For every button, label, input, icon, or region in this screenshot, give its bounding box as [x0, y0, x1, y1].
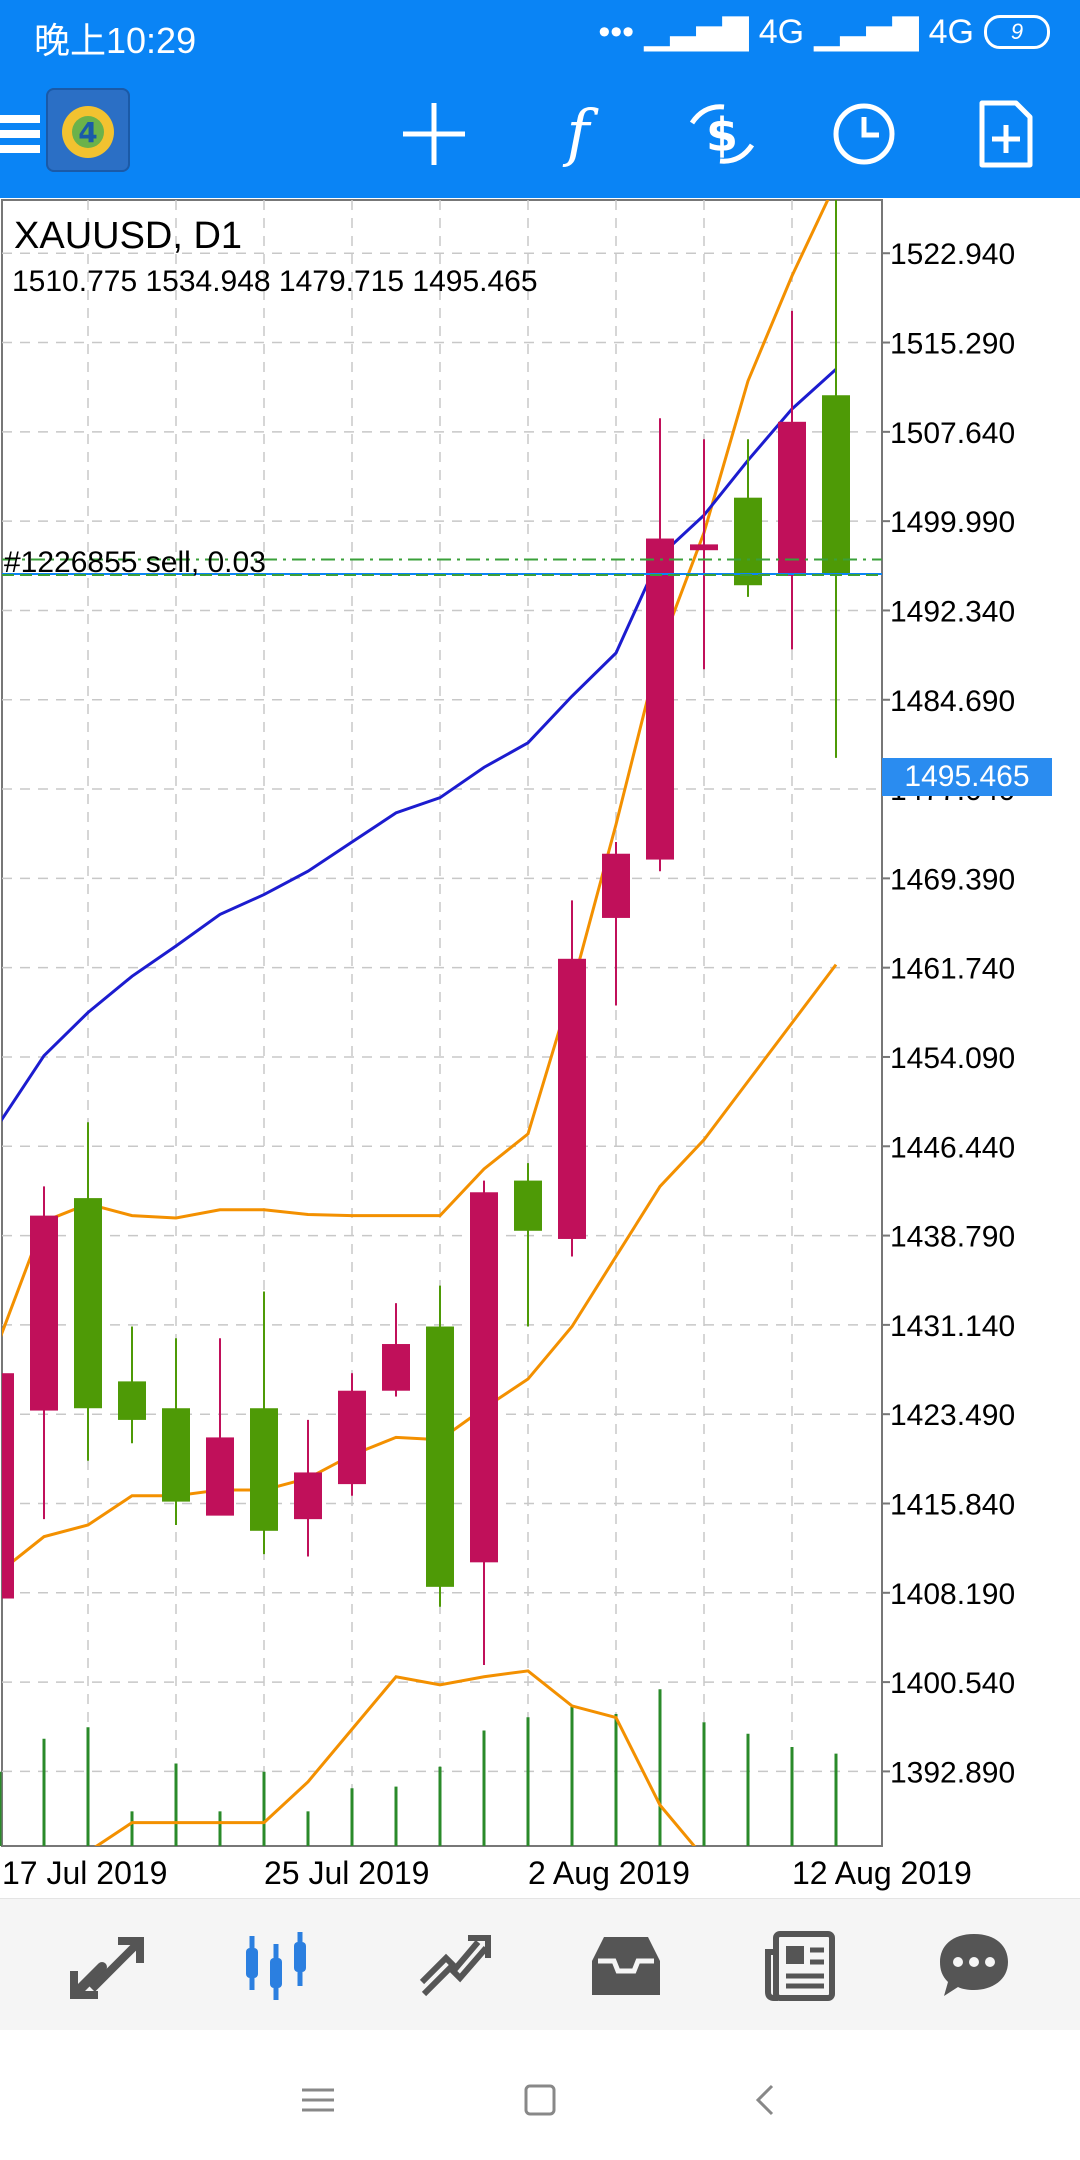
trade-icon[interactable] [406, 1921, 502, 2011]
candle-body [162, 1408, 190, 1502]
status-bar: 晚上10:29 ••• ▁▃▅▇ 4G ▁▃▅▇ 4G 9 [0, 0, 1080, 70]
volume-bars [0, 1689, 838, 1846]
band-lower-line [94, 1669, 697, 1846]
svg-text:f: f [563, 99, 600, 169]
y-tick-label: 1400.540 [890, 1667, 1015, 1700]
y-tick-label: 1423.490 [890, 1399, 1015, 1432]
bottom-tab-bar [0, 1898, 1080, 2031]
news-icon[interactable] [752, 1921, 848, 2011]
candle-body [2, 1373, 14, 1599]
symbol-title: XAUUSD, D1 [14, 215, 242, 257]
y-tick-label: 1438.790 [890, 1221, 1015, 1254]
y-tick-label: 1446.440 [890, 1131, 1015, 1164]
candles [2, 200, 850, 1666]
candle-body [338, 1390, 366, 1485]
svg-text:$: $ [706, 108, 738, 162]
x-tick-label: 2 Aug 2019 [528, 1855, 690, 1891]
battery-icon: 9 [984, 15, 1050, 49]
candle-body [250, 1408, 278, 1531]
order-label[interactable]: #1226855 sell, 0.03 [4, 546, 266, 579]
candle-body [30, 1215, 58, 1411]
x-tick-label: 17 Jul 2019 [2, 1855, 167, 1891]
candle-body [646, 538, 674, 860]
system-nav-bar [0, 2030, 1080, 2160]
candle-body [514, 1180, 542, 1231]
time-axis: 17 Jul 2019 25 Jul 2019 2 Aug 2019 12 Aug 2… [2, 1855, 972, 1891]
band-upper-line [2, 200, 830, 1338]
chart-grid [1, 199, 883, 1847]
y-tick-label: 1484.690 [890, 685, 1015, 718]
quotes-icon[interactable] [58, 1921, 154, 2011]
menu-nav-icon[interactable] [288, 2070, 348, 2130]
new-order-icon[interactable] [962, 90, 1050, 178]
clock-icon[interactable] [820, 90, 908, 178]
candle-body [602, 853, 630, 918]
candle-body [690, 544, 718, 551]
status-icons: ••• ▁▃▅▇ 4G ▁▃▅▇ 4G 9 [598, 12, 1050, 52]
back-nav-icon[interactable] [736, 2070, 796, 2130]
candle-body [382, 1344, 410, 1391]
signal-icon: ▁▃▅▇ [644, 13, 749, 51]
candle-body [558, 958, 586, 1239]
y-tick-label: 1415.840 [890, 1488, 1015, 1521]
moving-average [2, 368, 838, 1122]
x-tick-label: 12 Aug 2019 [792, 1855, 972, 1891]
home-nav-icon[interactable] [510, 2070, 570, 2130]
crosshair-icon[interactable] [390, 90, 478, 178]
candle-body [470, 1192, 498, 1563]
chart-icon[interactable] [232, 1921, 328, 2011]
order-lines [2, 558, 882, 576]
ma-line [2, 368, 838, 1122]
more-dots-icon: ••• [598, 12, 635, 51]
candle-body [734, 497, 762, 586]
network-type-1: 4G [758, 12, 805, 51]
ohlc-readout: 1510.775 1534.948 1479.715 1495.465 [12, 265, 538, 298]
current-price-tag: 1495.465 [882, 758, 1052, 796]
bollinger-bands [2, 200, 838, 1846]
candle-body [778, 421, 806, 576]
app-logo-icon[interactable]: 4 [46, 88, 130, 172]
y-tick-label: 1507.640 [890, 417, 1015, 450]
y-tick-label: 1431.140 [890, 1310, 1015, 1343]
chart-canvas[interactable]: 1522.940 1515.290 1507.640 1499.990 1492.340… [0, 198, 1080, 1896]
candle-body [426, 1326, 454, 1587]
x-tick-label: 25 Jul 2019 [264, 1855, 429, 1891]
y-tick-label: 1454.090 [890, 1042, 1015, 1075]
signal-icon-2: ▁▃▅▇ [814, 13, 919, 51]
plot-border [1, 199, 883, 1847]
history-icon[interactable] [578, 1921, 674, 2011]
candle-body [74, 1198, 102, 1409]
y-tick-label: 1461.740 [890, 953, 1015, 986]
top-toolbar: f $ [0, 70, 1080, 198]
y-tick-label: 1408.190 [890, 1578, 1015, 1611]
y-tick-label: 1469.390 [890, 863, 1015, 896]
price-axis: 1522.940 1515.290 1507.640 1499.990 1492.340… [882, 238, 1015, 1789]
menu-icon[interactable] [0, 90, 58, 178]
chat-icon[interactable] [926, 1921, 1022, 2011]
band-middle-line [2, 963, 838, 1572]
y-tick-label: 1392.890 [890, 1756, 1015, 1789]
status-time: 晚上10:29 [34, 20, 197, 61]
y-tick-label: 1492.340 [890, 595, 1015, 628]
trade-dollar-icon[interactable]: $ [678, 90, 766, 178]
network-type-2: 4G [928, 12, 974, 51]
candle-body [118, 1381, 146, 1420]
candle-body [294, 1472, 322, 1520]
y-tick-label: 1522.940 [890, 238, 1015, 271]
y-tick-label: 1499.990 [890, 506, 1015, 539]
function-icon[interactable]: f [534, 90, 622, 178]
y-tick-label: 1515.290 [890, 328, 1015, 361]
candle-body [206, 1437, 234, 1516]
candle-body [822, 395, 850, 574]
price-chart[interactable]: 1522.940 1515.290 1507.640 1499.990 1492.340… [0, 198, 1080, 1896]
svg-text:4: 4 [78, 116, 97, 149]
